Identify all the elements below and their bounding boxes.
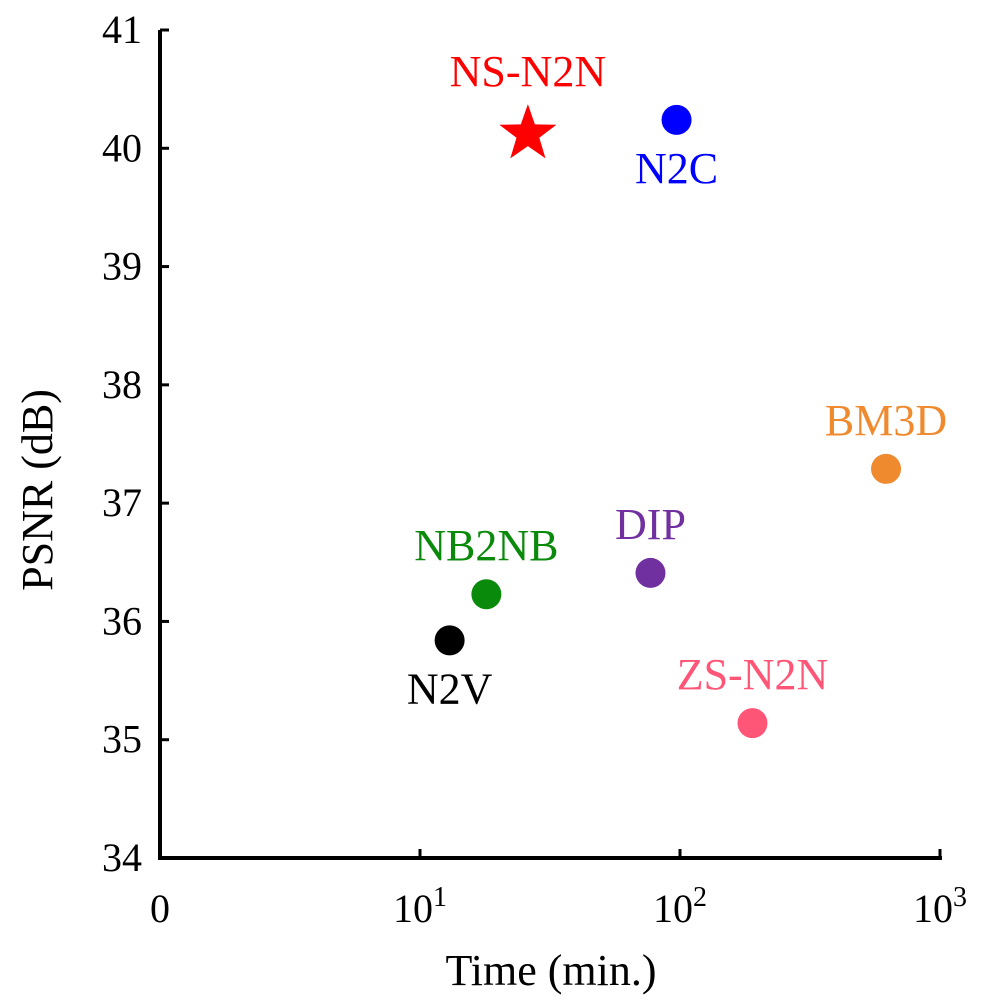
x-tick-label: 101: [393, 882, 447, 931]
point-label-n2v: N2V: [407, 664, 493, 713]
x-tick-label: 103: [913, 882, 967, 931]
x-axis-title: Time (min.): [445, 946, 656, 995]
x-ticks: 0 101 102 103: [150, 849, 967, 931]
point-zs-n2n: [737, 708, 768, 739]
point-n2v: [434, 625, 465, 656]
y-tick-label: 38: [102, 362, 142, 407]
axes: [158, 30, 942, 860]
point-label-n2c: N2C: [635, 144, 718, 193]
point-label-ns-n2n: NS-N2N: [450, 47, 606, 96]
point-ns-n2n: [499, 104, 557, 159]
y-tick-label: 40: [102, 125, 142, 170]
x-tick-base: 10: [653, 886, 693, 931]
y-axis-title: PSNR (dB): [13, 389, 62, 591]
point-n2c: [661, 104, 692, 135]
data-points: NS-N2N N2C BM3D DIP NB2NB N2V ZS-N2N: [407, 47, 947, 739]
point-bm3d: [871, 453, 902, 484]
point-label-nb2nb: NB2NB: [414, 521, 558, 570]
x-tick-base: 0: [150, 886, 170, 931]
point-dip: [635, 557, 666, 588]
x-tick-base: 10: [913, 886, 953, 931]
point-label-zs-n2n: ZS-N2N: [677, 650, 829, 699]
x-tick-exponent: 2: [693, 882, 707, 913]
x-tick-exponent: 3: [953, 882, 967, 913]
point-label-bm3d: BM3D: [825, 396, 947, 445]
y-tick-label: 35: [102, 717, 142, 762]
x-tick-exponent: 1: [433, 882, 447, 913]
y-tick-label: 39: [102, 244, 142, 289]
y-tick-label: 37: [102, 480, 142, 525]
x-tick-label: 0: [150, 886, 170, 931]
y-tick-label: 36: [102, 598, 142, 643]
point-nb2nb: [471, 579, 502, 610]
y-tick-label: 41: [102, 7, 142, 52]
point-label-dip: DIP: [615, 500, 686, 549]
x-tick-label: 102: [653, 882, 707, 931]
y-ticks: 34 35 36 37 38 39 40 41: [102, 7, 169, 880]
x-tick-base: 10: [393, 886, 433, 931]
y-tick-label: 34: [102, 835, 142, 880]
